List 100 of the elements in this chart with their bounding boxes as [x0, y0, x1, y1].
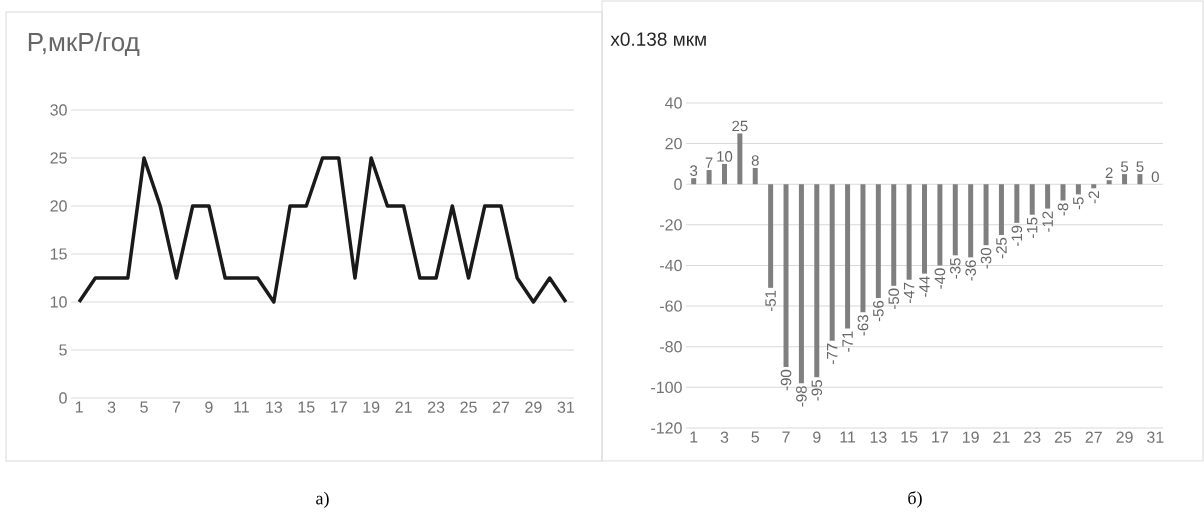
bar [1045, 184, 1051, 209]
x-tick-label: 31 [557, 401, 574, 413]
x-tick-label: 27 [492, 401, 510, 413]
data-label: -44 [919, 276, 930, 297]
x-tick-label: 29 [525, 401, 542, 413]
y-tick-label: 15 [50, 248, 67, 260]
bar [906, 184, 912, 280]
data-label: 8 [751, 155, 759, 166]
bar [983, 184, 989, 246]
data-label: 0 [1151, 171, 1159, 183]
x-tick-label: 19 [363, 401, 380, 413]
data-label: -19 [1011, 225, 1023, 247]
x-tick-label: 9 [813, 431, 821, 443]
bar [737, 133, 743, 185]
bar [691, 178, 697, 185]
x-tick-label: 19 [963, 431, 979, 443]
data-label: -50 [888, 288, 900, 310]
text: a) [316, 491, 329, 509]
data-label: -90 [780, 369, 792, 391]
bar [1029, 184, 1035, 215]
x-tick-label: 21 [395, 401, 412, 413]
x-tick-label: 21 [993, 431, 1010, 443]
y-tick-label: -60 [660, 300, 682, 312]
x-tick-label: 23 [427, 401, 445, 413]
data-label: -71 [842, 331, 853, 352]
text: б) [908, 491, 922, 508]
x-tick-label: 17 [331, 401, 347, 413]
y-tick-label: -100 [651, 381, 682, 394]
bar [798, 184, 804, 384]
bar [1122, 174, 1128, 185]
data-label: -47 [903, 282, 915, 303]
x-tick-label: 1 [75, 401, 83, 413]
y-tick-label: 20 [50, 200, 67, 212]
data-label: -8 [1057, 203, 1069, 216]
bar [860, 184, 866, 313]
bar [968, 184, 974, 258]
bar [706, 170, 712, 185]
chart-title: P,мкР/год [28, 32, 140, 57]
y-tick-label: -40 [660, 259, 682, 272]
y-tick-label: -20 [660, 219, 682, 231]
x-tick-label: 3 [720, 431, 729, 443]
x-tick-label: 15 [901, 431, 918, 443]
data-label: -77 [827, 343, 838, 364]
x-tick-label: 15 [298, 401, 315, 413]
x-tick-label: 27 [1085, 431, 1102, 443]
data-label: -36 [965, 260, 976, 281]
y-tick-label: 5 [59, 344, 67, 356]
bar [937, 184, 943, 266]
bar [1106, 180, 1112, 185]
bar [891, 184, 897, 286]
y-tick-label: 0 [59, 392, 67, 404]
x-tick-label: 25 [1054, 431, 1072, 443]
data-label: 5 [1136, 161, 1144, 172]
bar [1014, 184, 1020, 223]
bar [952, 184, 958, 256]
bar [783, 184, 789, 368]
data-label: 3 [690, 165, 698, 176]
data-label: -98 [796, 386, 807, 407]
bar [814, 184, 820, 378]
y-tick-label: 20 [665, 137, 682, 150]
x-tick-label: 1 [690, 431, 698, 443]
data-label: 2 [1105, 167, 1113, 178]
data-label: 5 [1120, 161, 1129, 172]
bar [829, 184, 835, 341]
x-tick-label: 11 [840, 431, 856, 443]
y-tick-label: 40 [665, 97, 682, 109]
x-tick-label: 17 [932, 431, 948, 443]
bar [875, 184, 881, 298]
y-tick-label: 10 [50, 296, 67, 308]
x-tick-label: 29 [1116, 431, 1133, 443]
data-label: 7 [705, 157, 713, 168]
x-tick-label: 23 [1024, 431, 1041, 443]
x-tick-label: 5 [140, 401, 148, 413]
data-label: -15 [1026, 217, 1038, 238]
x-tick-label: 3 [107, 401, 116, 413]
data-label: -30 [980, 247, 992, 269]
bar [1060, 184, 1066, 201]
data-label: 25 [732, 120, 748, 132]
bar [998, 184, 1004, 236]
x-tick-label: 13 [266, 401, 283, 413]
data-label: -12 [1042, 211, 1053, 232]
bar [922, 184, 928, 274]
bar [1075, 184, 1081, 195]
data-label: 10 [717, 151, 733, 162]
x-tick-label: 13 [870, 431, 887, 443]
data-label: -2 [1088, 191, 1100, 204]
data-label: -95 [811, 380, 823, 401]
bar [845, 184, 851, 329]
data-label: -51 [765, 290, 776, 312]
x-tick-label: 25 [460, 401, 477, 413]
bar [1137, 174, 1143, 185]
x-tick-label: 7 [172, 401, 181, 413]
data-label: -40 [934, 268, 946, 289]
data-label: -35 [949, 258, 961, 279]
bar [1091, 184, 1097, 189]
x-tick-label: 9 [205, 401, 213, 413]
chart-title: x0.138 мкм [610, 32, 706, 46]
y-tick-label: 25 [50, 152, 67, 164]
data-label: -56 [873, 300, 884, 322]
bar [721, 163, 727, 185]
